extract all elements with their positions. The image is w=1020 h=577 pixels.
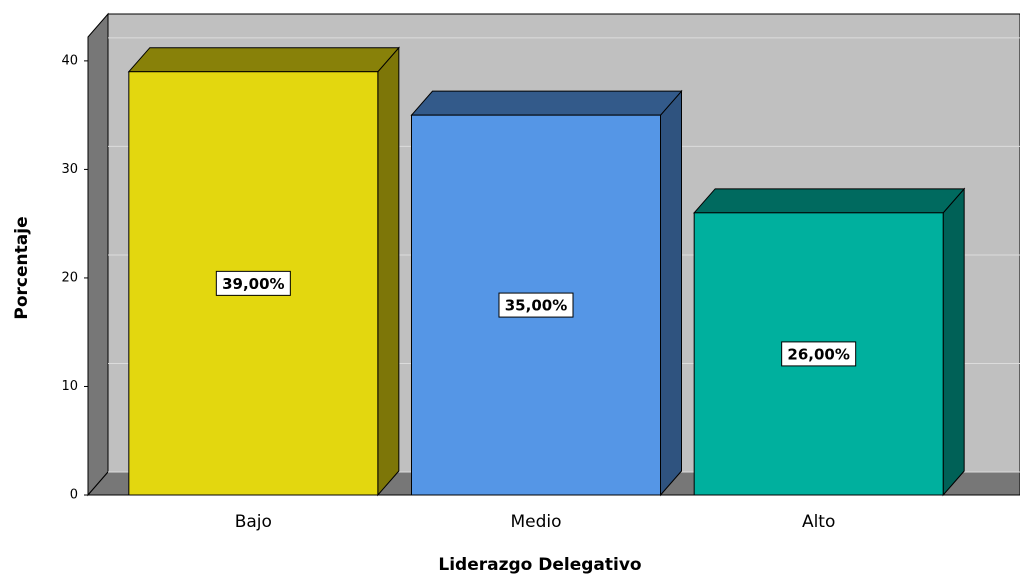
y-tick-label: 30 [61,162,78,177]
bar-top [127,47,400,73]
bar-top [410,90,683,116]
left-wall [87,12,109,497]
y-tick-label: 20 [61,270,78,285]
bar-side [377,46,400,497]
x-axis-title: Liderazgo Delegativo [438,555,641,575]
x-tick-label: Medio [510,512,561,532]
value-label-box [498,292,574,318]
value-label: 39,00% [222,275,284,293]
bar-top [693,188,966,214]
y-tick-label: 40 [61,53,78,68]
y-axis-title: Porcentaje [12,216,32,319]
value-label: 35,00% [505,297,567,315]
y-tick-label: 0 [70,488,78,503]
y-tick-label: 10 [61,379,78,394]
value-label-box [781,341,857,367]
bar-side [660,89,682,497]
bar-side [942,187,965,497]
x-tick-label: Bajo [235,512,272,532]
x-tick-label: Alto [802,512,835,532]
value-label-box [215,270,291,296]
value-label: 26,00% [787,345,849,363]
